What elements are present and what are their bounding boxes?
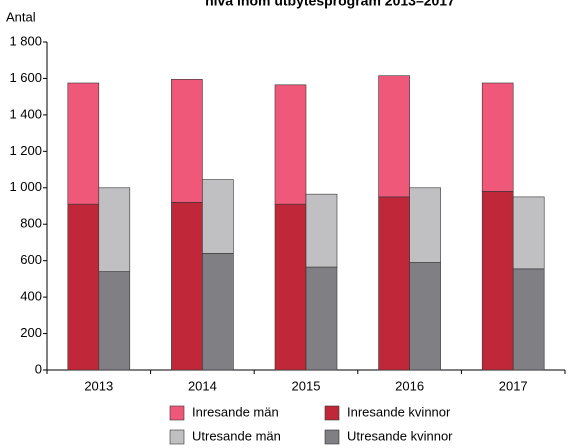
- bar: [409, 262, 441, 371]
- legend-label: Inresande kvinnor: [347, 404, 451, 419]
- x-tick-label: 2013: [84, 378, 113, 393]
- bar: [305, 193, 338, 268]
- x-tick-label: 2017: [499, 378, 528, 393]
- y-axis-label: Antal: [6, 9, 36, 24]
- y-tick-label: 1 800: [9, 33, 42, 48]
- bar: [98, 187, 131, 272]
- y-tick-label: 1 000: [9, 179, 42, 194]
- bar: [481, 191, 514, 371]
- legend-label: Inresande män: [192, 404, 279, 419]
- bar: [274, 203, 307, 371]
- bar: [171, 202, 203, 371]
- legend-swatch: [324, 405, 340, 421]
- y-tick-label: 1 200: [9, 143, 42, 158]
- bar: [512, 268, 545, 371]
- x-tick-label: 2015: [292, 378, 321, 393]
- legend-label: Utresande kvinnor: [347, 428, 453, 443]
- y-tick-label: 400: [20, 289, 42, 304]
- bar: [67, 82, 100, 205]
- bar: [378, 196, 410, 371]
- y-tick-label: 200: [20, 325, 42, 340]
- legend-label: Utresande män: [192, 428, 281, 443]
- y-tick-label: 1 600: [9, 70, 42, 85]
- y-tick-label: 600: [20, 252, 42, 267]
- bar: [409, 187, 441, 263]
- chart-title: nivå inom utbytesprogram 2013–2017: [205, 0, 455, 9]
- bar: [67, 203, 100, 371]
- y-tick-label: 1 400: [9, 106, 42, 121]
- bar: [98, 271, 131, 371]
- bar: [512, 196, 545, 270]
- y-tick-label: 800: [20, 216, 42, 231]
- bar: [378, 75, 410, 198]
- bar: [171, 79, 203, 203]
- legend-swatch: [169, 405, 185, 421]
- x-tick-label: 2016: [395, 378, 424, 393]
- x-tick-label: 2014: [188, 378, 217, 393]
- legend-swatch: [324, 429, 340, 445]
- bar: [305, 266, 338, 371]
- bar: [274, 84, 307, 205]
- bar: [481, 82, 514, 192]
- y-tick-label: 0: [35, 361, 42, 376]
- legend-swatch: [169, 429, 185, 445]
- bar: [202, 179, 234, 254]
- bar: [202, 253, 234, 371]
